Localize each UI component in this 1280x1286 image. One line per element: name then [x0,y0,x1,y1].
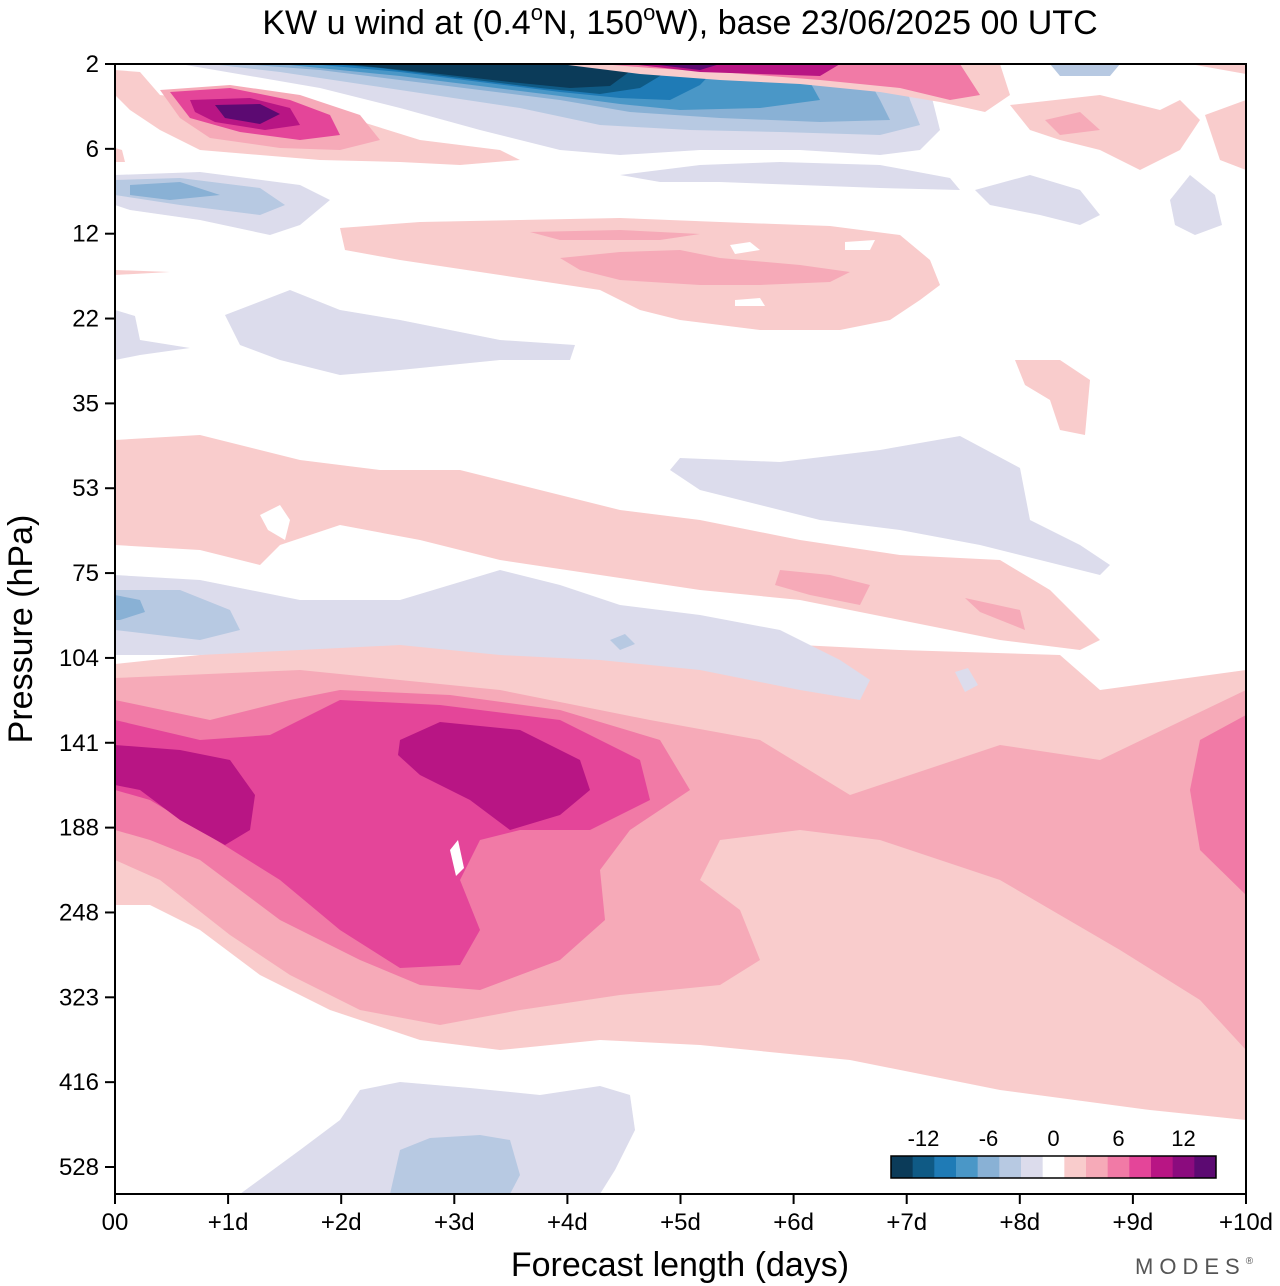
y-tick-label: 188 [59,815,99,842]
band-pos-mid-4 [1205,100,1246,170]
y-tick-label: 323 [59,984,99,1011]
band-pos-upper-2 [530,230,700,240]
upper-neg-7 [345,64,640,88]
colorbar-swatch [1042,1156,1065,1178]
band-pos-mid-2 [1010,95,1200,170]
band-neg-upper-4 [1170,175,1222,235]
colorbar-frame [890,1155,1217,1179]
band-neg-mid-4 [620,162,960,190]
field-pos-5-mid [398,722,590,830]
band-pos-upper-3 [560,250,850,285]
y-tick-label: 53 [72,475,99,502]
upper-pos-10 [1190,64,1246,74]
y-tick-label: 22 [72,306,99,333]
x-tick-label: +1d [208,1209,249,1236]
colorbar-swatch [1129,1156,1152,1178]
colorbar-swatch [934,1156,957,1178]
y-axis: 2 6 12 22 35 53 75 104 141 188 248 323 416 528 [59,51,115,1181]
colorbar-swatch [1064,1156,1087,1178]
x-tick-label: +10d [1219,1209,1273,1236]
band-neg-1 [115,570,870,700]
y-tick-label: 75 [72,560,99,587]
band-neg-3 [115,595,145,620]
upper-pos-5 [215,104,280,124]
x-tick-label: +3d [434,1209,475,1236]
colorbar-swatch [912,1156,935,1178]
x-tick-label: 00 [102,1209,129,1236]
colorbar-label: 12 [1171,1126,1195,1151]
y-tick-label: 528 [59,1154,99,1181]
y-tick-label: 416 [59,1069,99,1096]
y-tick-label: 248 [59,899,99,926]
upper-pos-7 [600,64,980,100]
colorbar-swatch [1172,1156,1195,1178]
y-tick-label: 141 [59,730,99,757]
band-neg-upper-1 [225,290,575,375]
colorbar-swatch [1107,1156,1130,1178]
colorbar-swatch [977,1156,1000,1178]
colorbar-swatch [956,1156,979,1178]
x-tick-label: +4d [547,1209,588,1236]
y-axis-label: Pressure (hPa) [2,515,40,744]
lower-neg-2 [390,1135,520,1194]
band-pos-mid-3 [1045,112,1100,135]
colorbar-label: -12 [908,1126,940,1151]
y-tick-label: 35 [72,390,99,417]
contour-fills [115,64,1246,1194]
x-tick-label: +8d [999,1209,1040,1236]
gap-5 [260,505,290,540]
colorbar-swatch [1086,1156,1109,1178]
band-neg-5 [610,634,635,650]
band-neg-4 [670,436,1110,575]
y-tick-label: 12 [72,221,99,248]
band-neg-mid-3 [130,182,220,200]
colorbar-label: -6 [979,1126,999,1151]
colorbar-label: 6 [1112,1126,1124,1151]
band-neg-2 [115,590,240,640]
gap-1 [730,242,760,254]
field-pos-5-lower [115,745,255,845]
x-tick-label: +9d [1113,1209,1154,1236]
gap-4 [450,840,464,876]
colorbar: -12 -6 0 6 12 [890,1126,1217,1179]
y-tick-label: 2 [86,51,99,78]
band-pos-2 [775,570,870,605]
gap-2 [845,240,875,250]
band-pos-4 [1015,360,1090,435]
x-axis-label: Forecast length (days) [511,1246,849,1284]
band-neg-upper-2 [115,310,190,360]
gap-3 [735,298,765,306]
band-neg-6 [955,668,978,692]
colorbar-label: 0 [1047,1126,1059,1151]
band-pos-left-1 [115,270,170,275]
x-tick-label: +7d [886,1209,927,1236]
colorbar-swatch [999,1156,1022,1178]
x-tick-label: +5d [660,1209,701,1236]
upper-neg-8 [1050,64,1120,76]
brand-logo: MODES® [1135,1254,1254,1279]
colorbar-swatch [1151,1156,1174,1178]
upper-pos-9 [650,64,720,70]
x-tick-label: +2d [321,1209,362,1236]
band-neg-upper-3 [975,175,1100,225]
chart-title: KW u wind at (0.4oN, 150oW), base 23/06/… [262,0,1097,42]
colorbar-swatch [891,1156,914,1178]
colorbar-swatch [1194,1156,1217,1178]
x-axis: 00 +1d +2d +3d +4d +5d +6d +7d +8d +9d +10d [102,1194,1273,1236]
band-pos-3 [965,598,1025,630]
plot-area [114,63,1247,1195]
field-pos-4-right [1190,715,1246,895]
colorbar-swatch [1021,1156,1044,1178]
y-tick-label: 6 [86,136,99,163]
band-pos-mid-1 [115,148,125,162]
x-tick-label: +6d [773,1209,814,1236]
y-tick-label: 104 [59,645,99,672]
